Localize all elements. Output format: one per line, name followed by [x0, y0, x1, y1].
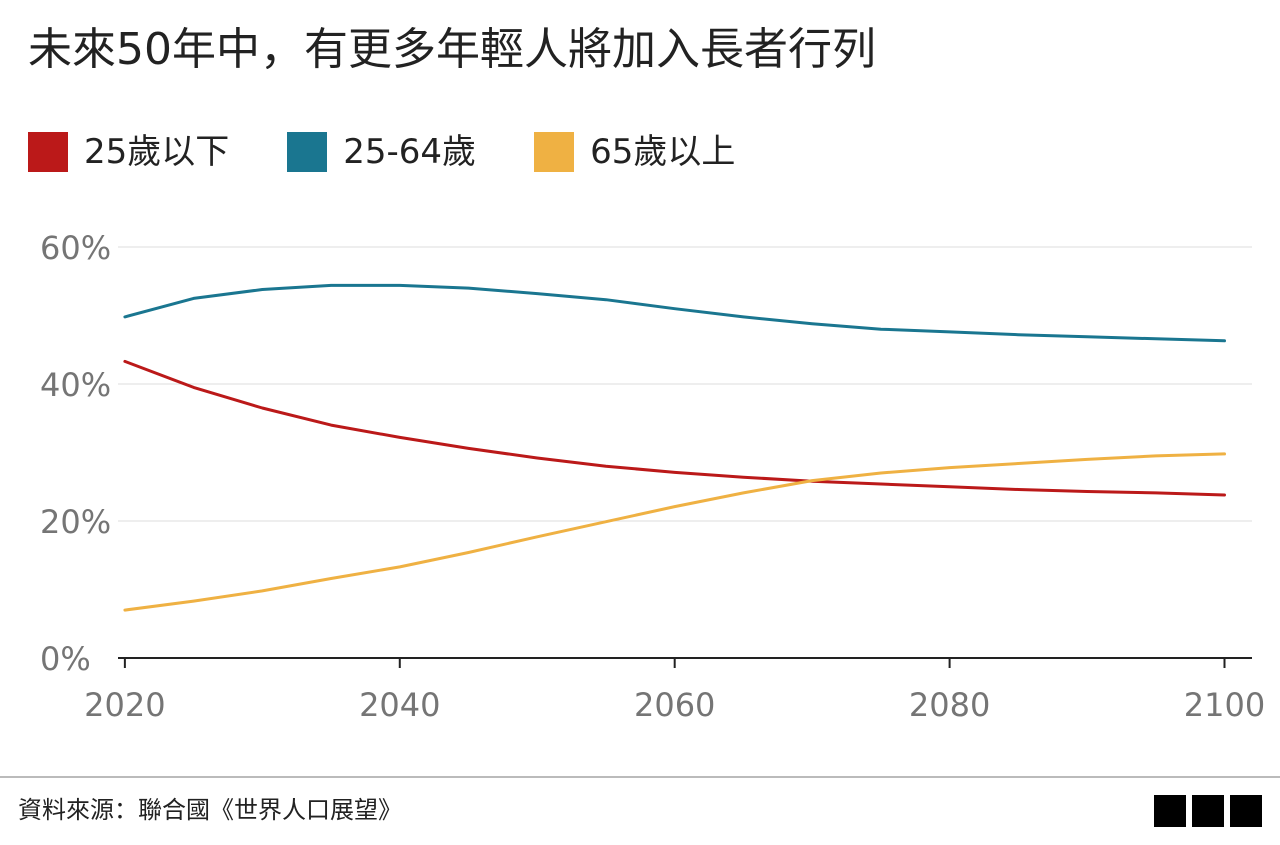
x-tick-label: 2080	[909, 686, 990, 724]
y-tick-label: 0%	[40, 640, 91, 678]
legend-item-under-25: 25歲以下	[28, 132, 229, 172]
x-tick-label: 2100	[1184, 686, 1265, 724]
line-chart: 0% 20% 40% 60% 2020 2040 2060 2080 2100	[40, 229, 1265, 724]
y-tick-label: 20%	[40, 503, 111, 541]
series-line-under-25	[123, 359, 1226, 497]
footer-divider	[0, 776, 1280, 778]
legend-swatch-25-64	[287, 132, 328, 172]
y-tick-label: 60%	[40, 229, 111, 267]
series-line-25-64	[123, 283, 1226, 343]
legend-label-under-25: 25歲以下	[84, 132, 230, 172]
x-tick-label: 2060	[634, 686, 715, 724]
series-line-65-plus	[123, 452, 1226, 612]
bbc-logo-block-b1	[1154, 795, 1186, 827]
legend-swatch-under-25	[28, 132, 68, 172]
legend-swatch-65-plus	[534, 132, 575, 172]
bbc-logo	[1148, 795, 1262, 827]
legend-item-25-64: 25-64歲	[287, 132, 476, 172]
legend-label-65-plus: 65歲以上	[590, 132, 736, 172]
source-note: 資料來源：聯合國《世界人口展望》	[18, 796, 402, 824]
legend-item-65-plus: 65歲以上	[534, 132, 735, 172]
x-tick-label: 2020	[84, 686, 165, 724]
legend: 25歲以下 25-64歲 65歲以上	[28, 126, 793, 178]
legend-label-25-64: 25-64歲	[343, 132, 477, 172]
chart-title: 未來50年中，有更多年輕人將加入長者行列	[28, 24, 876, 75]
bbc-logo-block-b2	[1192, 795, 1224, 827]
x-tick-label: 2040	[359, 686, 440, 724]
y-tick-label: 40%	[40, 366, 111, 404]
bbc-logo-block-c	[1230, 795, 1262, 827]
